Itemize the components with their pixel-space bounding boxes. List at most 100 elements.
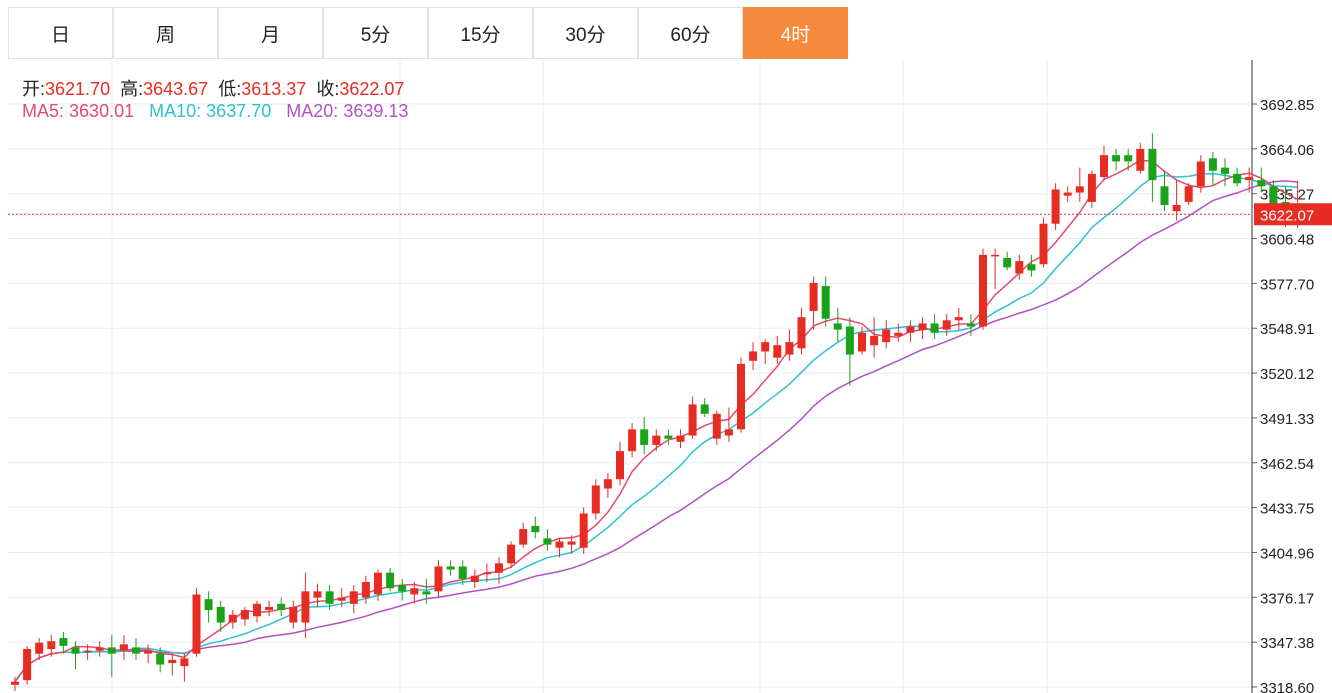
candle-body [289, 606, 298, 623]
candle-body [71, 647, 80, 654]
y-tick-label: 3491.33 [1260, 411, 1314, 428]
open-value: 3621.70 [45, 79, 111, 99]
candle-body [434, 566, 443, 592]
candle-body [1172, 205, 1181, 212]
last-price-tag [1254, 203, 1332, 226]
candle-body [628, 429, 637, 452]
ma20-value: 3639.13 [343, 101, 409, 121]
candle-body [1027, 264, 1036, 271]
close-value: 3622.07 [339, 79, 405, 99]
candle-body [1184, 186, 1193, 202]
last-price-label: 3622.07 [1260, 207, 1314, 224]
candle-body [277, 603, 286, 611]
candle-body [858, 332, 866, 352]
tab-5[interactable]: 30分 [533, 7, 638, 59]
candle-body [724, 429, 733, 436]
high-label: 高: [120, 79, 144, 99]
candle-body [966, 323, 975, 327]
y-tick-label: 3606.48 [1260, 232, 1314, 249]
candle-body [1112, 155, 1121, 162]
candle-body [458, 566, 467, 579]
candle-body [1245, 176, 1254, 181]
y-tick-label: 3664.06 [1260, 142, 1314, 159]
candle-body [749, 351, 758, 361]
candle-body [1257, 180, 1266, 187]
tab-0[interactable]: 日 [8, 7, 113, 59]
candle-body [59, 638, 68, 646]
candle-body [979, 254, 987, 327]
candle-body [1015, 261, 1024, 274]
candle-body [809, 282, 818, 311]
candle-body [603, 479, 612, 489]
tab-3[interactable]: 5分 [323, 7, 428, 59]
candle-body [882, 329, 891, 343]
y-tick-label: 3577.70 [1260, 276, 1314, 293]
candle-body [301, 591, 310, 623]
candle-body [228, 614, 237, 623]
candle-body [204, 599, 213, 611]
tab-4[interactable]: 15分 [428, 7, 533, 59]
candle-body [180, 658, 189, 667]
candle-body [652, 435, 661, 445]
candle-body [519, 529, 528, 545]
candle-body [1160, 186, 1169, 206]
candle-body [349, 591, 358, 604]
candle-body [410, 588, 419, 595]
candle-body [591, 485, 600, 514]
candle-body [821, 286, 830, 319]
candle-body [83, 650, 92, 653]
tab-2[interactable]: 月 [218, 7, 323, 59]
tab-1[interactable]: 周 [113, 7, 218, 59]
candle-body [361, 582, 370, 598]
candle-body [23, 648, 32, 681]
y-tick-label: 3548.91 [1260, 321, 1314, 338]
candle-body [470, 575, 479, 583]
y-tick-label: 3520.12 [1260, 366, 1314, 383]
candle-body [1075, 186, 1084, 193]
candle-body [337, 597, 346, 601]
candle-body [11, 681, 19, 685]
y-tick-label: 3376.17 [1260, 590, 1314, 607]
candle-body [1269, 186, 1278, 212]
candle-body [265, 606, 274, 611]
candle-body [531, 525, 540, 533]
candle-body [47, 641, 56, 649]
candle-body [1087, 173, 1096, 202]
candle-body [192, 594, 201, 654]
candle-body [1221, 167, 1229, 174]
candle-body [700, 404, 709, 414]
candle-body [1063, 192, 1072, 196]
low-value: 3613.37 [241, 79, 307, 99]
candle-body [761, 342, 770, 352]
ohlc-readout: 开:3621.70 高:3643.67 低:3613.37 收:3622.07 [22, 75, 404, 101]
candle-body [1233, 173, 1242, 184]
candle-body [1051, 189, 1060, 224]
candle-body [216, 606, 225, 623]
candle-body [1124, 155, 1133, 162]
ma10-value: 3637.70 [206, 101, 272, 121]
candle-body [313, 591, 322, 598]
candle-body [253, 603, 261, 617]
candle-body [942, 320, 951, 330]
open-label: 开: [22, 79, 46, 99]
ma-readout: MA5: 3630.01 MA10: 3637.70 MA20: 3639.13 [22, 101, 408, 122]
candle-body [1208, 158, 1217, 171]
candle-body [1196, 161, 1205, 187]
candle-body [1100, 155, 1108, 177]
candle-body [918, 323, 927, 330]
tab-6[interactable]: 60分 [638, 7, 743, 59]
low-label: 低: [218, 79, 242, 99]
candle-body [616, 451, 624, 480]
close-label: 收: [316, 79, 340, 99]
y-tick-label: 3692.85 [1260, 97, 1314, 114]
candle-body [386, 572, 395, 589]
candle-body [119, 644, 128, 651]
candle-body [374, 572, 382, 595]
ma20-label: MA20: [286, 101, 339, 121]
candle-body [144, 650, 153, 654]
candle-body [906, 326, 915, 333]
tab-7[interactable]: 4时 [743, 7, 848, 59]
candle-body [991, 254, 1000, 257]
candle-body [712, 413, 721, 439]
